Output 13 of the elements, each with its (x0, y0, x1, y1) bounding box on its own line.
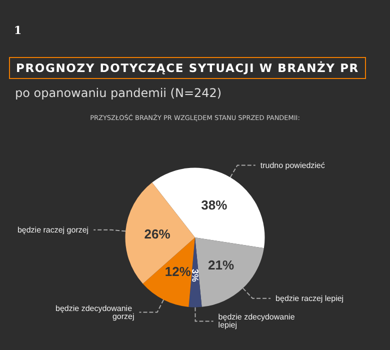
data-label: 38% (201, 197, 228, 212)
data-label: 3% (190, 268, 200, 282)
chart-title: PROGNOZY DOTYCZĄCE SYTUACJI W BRANŻY PR (9, 57, 366, 79)
slice-label: będzie zdecydowanie gorzej (56, 304, 134, 321)
text: 1 (14, 24, 22, 37)
data-label: 21% (208, 258, 234, 273)
slice-label: będzie zdecydowanie lepiej (218, 312, 298, 330)
chart-subtitle: po opanowaniu pandemii (N=242) (15, 86, 222, 100)
slice-label: będzie raczej gorzej (17, 225, 89, 234)
data-label: 26% (144, 226, 171, 242)
slice-label: będzie raczej lepiej (276, 294, 344, 303)
slice-label: trudno powiedzieć (260, 160, 325, 170)
data-label: 12% (164, 264, 192, 279)
